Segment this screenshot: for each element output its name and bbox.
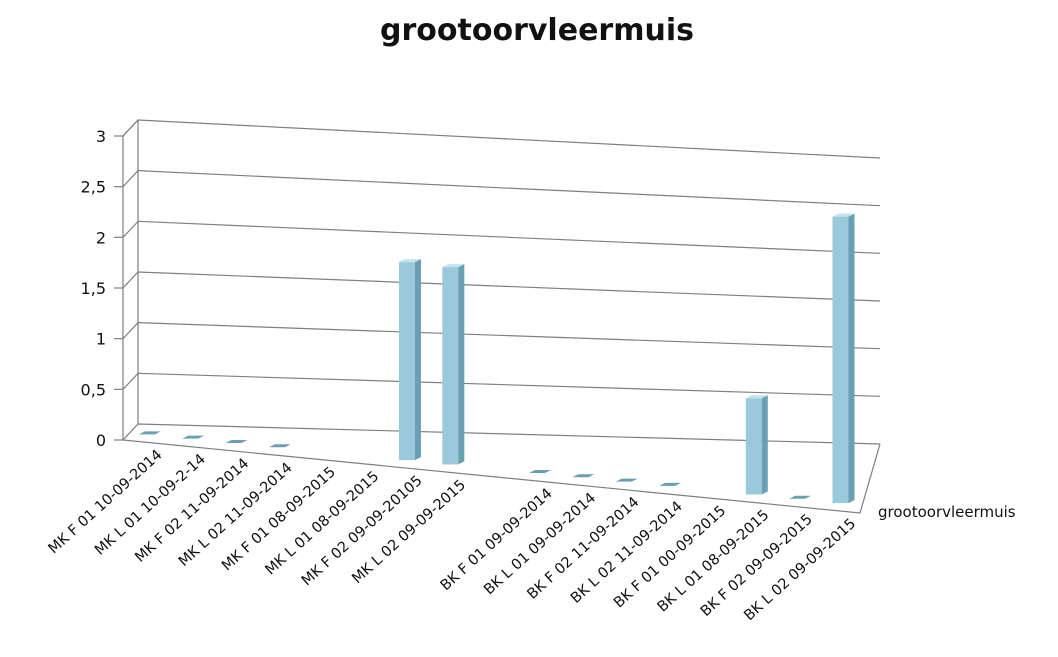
y-tick-label: 2,5: [81, 178, 106, 197]
bar-zero-marker: [268, 444, 291, 448]
bar: [182, 435, 205, 439]
bar-side: [761, 395, 768, 495]
bar-zero-marker: [789, 495, 812, 499]
bar: [398, 259, 421, 461]
y-tick-label: 0: [96, 431, 106, 450]
y-tick-label: 2: [96, 228, 106, 247]
bar-top: [745, 395, 768, 399]
bars: [138, 213, 855, 504]
bar: [529, 470, 552, 474]
bar-top: [832, 213, 855, 217]
bar-front: [442, 267, 459, 465]
bar: [745, 395, 768, 495]
bar-side: [848, 213, 855, 504]
bar-zero-marker: [572, 474, 595, 478]
y-tick-label: 1: [96, 330, 106, 349]
bar: [789, 495, 812, 499]
gridline: [122, 372, 881, 397]
bar-front: [832, 216, 849, 504]
bar-zero-marker: [615, 478, 638, 482]
y-tick-label: 1,5: [81, 279, 106, 298]
bar-top: [442, 264, 465, 268]
side-wall-top: [122, 119, 139, 137]
bar: [832, 213, 855, 504]
bar: [268, 444, 291, 448]
gridline: [122, 322, 881, 350]
axes: [114, 119, 881, 514]
bar: [225, 439, 248, 443]
y-tick-label: 3: [96, 127, 106, 146]
bar-front: [745, 398, 762, 495]
bar: [615, 478, 638, 482]
gridline: [122, 220, 881, 254]
bar-front: [398, 262, 415, 461]
floor-edge: [122, 439, 881, 514]
bar-side: [414, 259, 421, 461]
gridline: [122, 119, 881, 159]
bar: [138, 431, 161, 435]
gridline: [122, 271, 881, 302]
y-axis-ticks: 0 0,5 1 1,5 2 2,5 3: [81, 127, 106, 450]
bar-zero-marker: [529, 470, 552, 474]
bar: [442, 264, 465, 465]
bar-side: [458, 264, 465, 465]
gridline: [122, 170, 881, 207]
bar-zero-marker: [659, 482, 682, 486]
bar: [659, 482, 682, 486]
bar-top: [398, 259, 421, 263]
y-tick-label: 0,5: [81, 380, 106, 399]
chart-title: grootoorvleermuis: [380, 13, 694, 48]
bar-zero-marker: [182, 435, 205, 439]
bar-zero-marker: [225, 439, 248, 443]
series-label: grootoorvleermuis: [878, 503, 1016, 521]
bar: [572, 474, 595, 478]
bar-zero-marker: [138, 431, 161, 435]
